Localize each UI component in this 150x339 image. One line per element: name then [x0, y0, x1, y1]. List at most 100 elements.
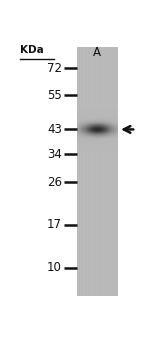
Bar — [115, 148, 116, 149]
Bar — [111, 118, 112, 119]
Bar — [105, 109, 106, 110]
Bar — [82, 145, 83, 146]
Bar — [105, 137, 106, 138]
Bar — [82, 110, 83, 111]
Bar — [85, 114, 86, 115]
Bar — [80, 121, 81, 122]
Bar — [108, 139, 109, 140]
Bar — [78, 140, 79, 141]
Bar — [117, 135, 118, 136]
Bar — [98, 112, 99, 113]
Bar — [82, 135, 83, 136]
Bar — [112, 141, 113, 142]
Bar — [85, 136, 86, 137]
Bar — [111, 121, 112, 122]
Bar — [92, 113, 93, 114]
Bar — [88, 113, 89, 114]
Bar — [85, 144, 86, 145]
Bar — [114, 131, 115, 132]
Bar — [101, 136, 102, 137]
Bar — [98, 150, 99, 151]
Bar — [77, 116, 78, 117]
Bar — [117, 122, 118, 123]
Bar — [111, 132, 112, 133]
Bar — [88, 127, 89, 128]
Bar — [85, 130, 86, 131]
Bar — [106, 120, 107, 121]
Bar — [90, 146, 91, 147]
Bar — [98, 137, 99, 138]
Bar — [103, 150, 104, 151]
Bar — [87, 137, 88, 138]
Bar — [106, 123, 107, 124]
Bar — [100, 120, 101, 121]
Bar — [107, 123, 108, 124]
Bar — [91, 134, 92, 135]
Bar — [77, 136, 78, 137]
Bar — [86, 114, 87, 115]
Bar — [115, 119, 116, 120]
Bar — [78, 137, 79, 138]
Bar — [78, 125, 79, 126]
Bar — [87, 47, 88, 297]
Bar — [112, 137, 113, 138]
Bar — [88, 133, 89, 134]
Bar — [114, 124, 115, 125]
Bar — [96, 129, 97, 130]
Bar — [98, 109, 99, 110]
Bar — [103, 118, 104, 119]
Bar — [78, 128, 79, 129]
Bar — [87, 127, 88, 128]
Bar — [93, 145, 94, 146]
Bar — [110, 123, 111, 124]
Bar — [113, 121, 114, 122]
Bar — [97, 117, 98, 118]
Bar — [99, 145, 100, 146]
Bar — [90, 137, 91, 138]
Bar — [106, 111, 107, 112]
Bar — [98, 123, 99, 124]
Bar — [106, 128, 107, 129]
Bar — [111, 47, 113, 297]
Bar — [83, 146, 84, 147]
Bar — [80, 140, 81, 141]
Bar — [78, 108, 79, 109]
Bar — [85, 111, 86, 112]
Bar — [116, 145, 117, 146]
Bar — [113, 145, 114, 146]
Bar — [114, 147, 115, 148]
Bar — [112, 131, 113, 132]
Bar — [102, 130, 103, 131]
Bar — [95, 139, 96, 140]
Bar — [81, 117, 82, 118]
Bar — [99, 149, 100, 150]
Bar — [104, 142, 105, 143]
Bar — [96, 147, 97, 148]
Bar — [96, 130, 97, 131]
Bar — [92, 146, 93, 147]
Bar — [116, 118, 117, 119]
Bar — [83, 131, 84, 132]
Bar — [89, 130, 90, 131]
Bar — [114, 139, 115, 140]
Bar — [89, 135, 90, 136]
Bar — [110, 139, 111, 140]
Bar — [84, 132, 85, 133]
Bar — [102, 129, 103, 130]
Bar — [81, 145, 82, 146]
Bar — [79, 132, 80, 133]
Bar — [93, 115, 94, 116]
Bar — [113, 124, 114, 125]
Bar — [92, 131, 93, 132]
Bar — [81, 149, 82, 150]
Bar — [99, 143, 100, 144]
Bar — [83, 149, 84, 150]
Bar — [90, 124, 91, 125]
Bar — [86, 147, 87, 148]
Bar — [108, 124, 109, 125]
Bar — [104, 143, 105, 144]
Bar — [88, 123, 89, 124]
Bar — [83, 116, 84, 117]
Bar — [105, 111, 106, 112]
Bar — [106, 134, 107, 135]
